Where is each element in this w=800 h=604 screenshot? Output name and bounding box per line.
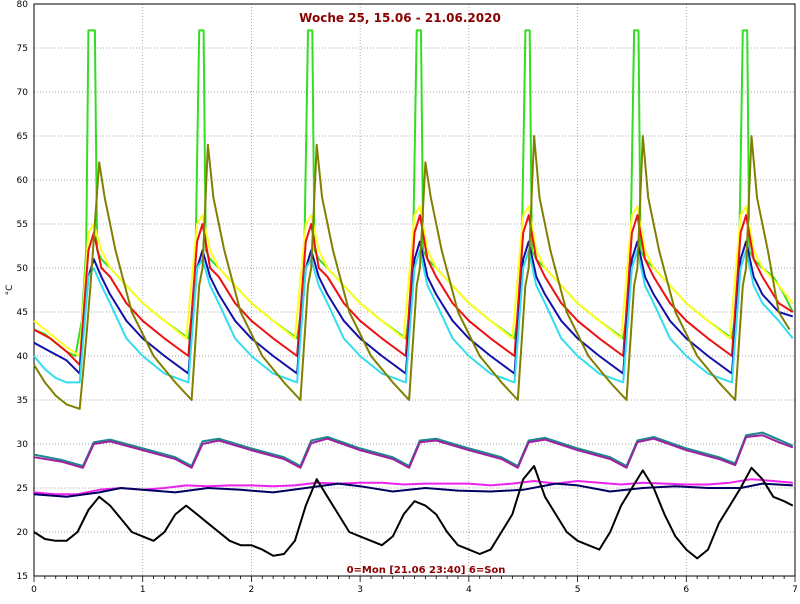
y-tick-label: 50 bbox=[17, 264, 29, 274]
series-line-5 bbox=[33, 249, 794, 384]
y-tick-label: 55 bbox=[17, 220, 28, 230]
y-tick-label: 80 bbox=[17, 0, 29, 10]
y-tick-label: 15 bbox=[17, 572, 28, 582]
y-tick-label: 65 bbox=[17, 132, 28, 142]
y-tick-label: 60 bbox=[17, 176, 29, 186]
y-tick-label: 25 bbox=[17, 484, 28, 494]
x-tick-label: 4 bbox=[466, 585, 472, 595]
series-line-7 bbox=[33, 431, 794, 467]
series-line-3 bbox=[33, 214, 794, 366]
x-tick-label: 2 bbox=[249, 585, 255, 595]
y-tick-label: 45 bbox=[17, 308, 28, 318]
x-tick-label: 6 bbox=[683, 585, 689, 595]
x-tick-label: 1 bbox=[140, 585, 146, 595]
series-group bbox=[33, 29, 794, 560]
series-line-9 bbox=[33, 478, 793, 496]
y-tick-label: 40 bbox=[17, 352, 29, 362]
series-line-10 bbox=[33, 482, 793, 498]
series-line-2 bbox=[33, 205, 794, 357]
x-axis-label: 0=Mon [21.06 23:40] 6=Son bbox=[347, 565, 506, 576]
chart-title: Woche 25, 15.06 - 21.06.2020 bbox=[299, 11, 501, 25]
y-axis-label: °C bbox=[5, 285, 15, 296]
y-tick-label: 75 bbox=[17, 44, 28, 54]
y-tick-label: 20 bbox=[17, 528, 29, 538]
y-tick-label: 70 bbox=[17, 88, 29, 98]
x-tick-label: 0 bbox=[31, 585, 37, 595]
x-tick-label: 7 bbox=[792, 585, 798, 595]
series-line-6 bbox=[33, 135, 791, 410]
y-tick-label: 35 bbox=[17, 396, 28, 406]
series-line-8 bbox=[33, 434, 794, 469]
x-tick-label: 3 bbox=[357, 585, 363, 595]
plot-frame bbox=[33, 3, 796, 577]
y-tick-label: 30 bbox=[17, 440, 29, 450]
x-tick-label: 5 bbox=[575, 585, 581, 595]
series-line-4 bbox=[33, 240, 794, 375]
series-line-11 bbox=[33, 465, 794, 560]
